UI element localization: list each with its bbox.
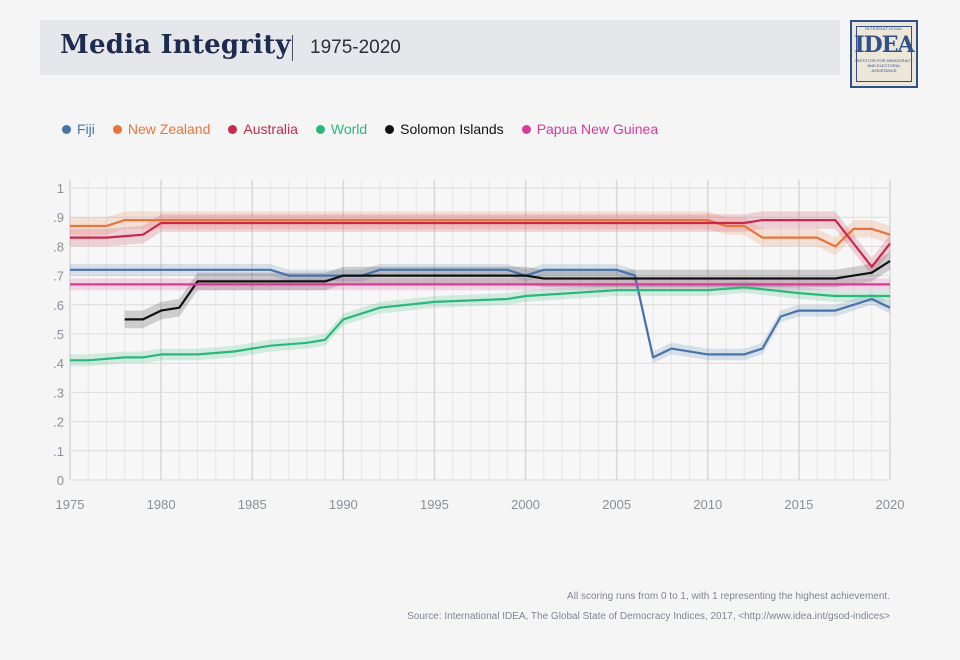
series-line-australia [70,219,891,268]
legend-label: Fiji [77,121,95,137]
chart-title: Media Integrity [60,30,291,60]
x-tick-label: 1980 [147,497,176,512]
legend-dot-icon [521,124,531,134]
legend-label: New Zealand [127,121,211,137]
legend-item: Solomon Islands [385,121,504,137]
legend-label: Papua New Guinea [536,121,659,137]
chart-subtitle: 1975-2020 [310,37,401,58]
logo-mark: IDEA [854,32,914,58]
series-line-solomon-islands [124,260,891,321]
x-tick-label: 1975 [56,497,85,512]
x-tick-label: 2010 [693,497,722,512]
x-tick-label: 2000 [511,497,540,512]
legend-label: Australia [243,121,298,137]
y-tick-label: .9 [53,210,64,225]
logo-top-text: INTERNATIONAL [864,26,904,31]
series-line-fiji [70,268,891,359]
y-tick-label: .8 [53,239,64,254]
legend-item: World [315,121,368,137]
legend-label: World [330,121,368,137]
plot-area [70,180,890,480]
series-band-fiji [70,263,890,364]
x-tick-label: 1985 [238,497,267,512]
legend-item: Australia [228,121,298,137]
legend-dot-icon [315,124,325,134]
logo-sub-text: INSTITUTE FOR DEMOCRACY AND ELECTORAL AS… [855,58,913,73]
y-tick-label: .7 [53,269,64,284]
y-tick-label: 0 [57,473,64,488]
x-tick-label: 1990 [329,497,358,512]
scoring-footnote: All scoring runs from 0 to 1, with 1 rep… [567,591,890,602]
logo-frame [856,26,912,82]
y-tick-label: .5 [53,327,64,342]
series-band-solomon-islands [124,252,890,329]
y-tick-label: .2 [53,415,64,430]
legend-dot-icon [385,124,395,134]
legend-item: Fiji [62,121,95,137]
x-tick-label: 2020 [876,497,905,512]
y-tick-label: 1 [57,181,64,196]
title-separator [292,35,293,61]
line-chart: 0 .1 .2 .3 .4 .5 .6 .7 .8 .9 1 1975 1980 1985 1990 1995… [53,180,905,512]
x-tick-label: 1995 [420,497,449,512]
series-line-world [70,286,890,362]
legend-label: Solomon Islands [400,121,504,137]
legend-dot-icon [112,124,122,134]
legend-dot-icon [228,124,238,134]
y-tick-label: .4 [53,356,64,371]
idea-logo: INTERNATIONAL IDEA INSTITUTE FOR DEMOCRA… [850,20,918,88]
series-band-australia [70,211,890,276]
y-tick-label: .1 [53,444,64,459]
chart-legend: Fiji New Zealand Australia World Solomon Isl… [62,120,676,138]
source-note: Source: International IDEA, The Global S… [407,611,890,622]
y-tick-label: .3 [53,385,64,400]
x-tick-label: 2005 [602,497,631,512]
legend-item: Papua New Guinea [521,121,659,137]
x-tick-label: 2015 [784,497,813,512]
legend-dot-icon [62,124,71,134]
header-bar: Media Integrity 1975-2020 [40,20,840,75]
legend-item: New Zealand [112,121,211,137]
y-tick-label: .6 [53,298,64,313]
